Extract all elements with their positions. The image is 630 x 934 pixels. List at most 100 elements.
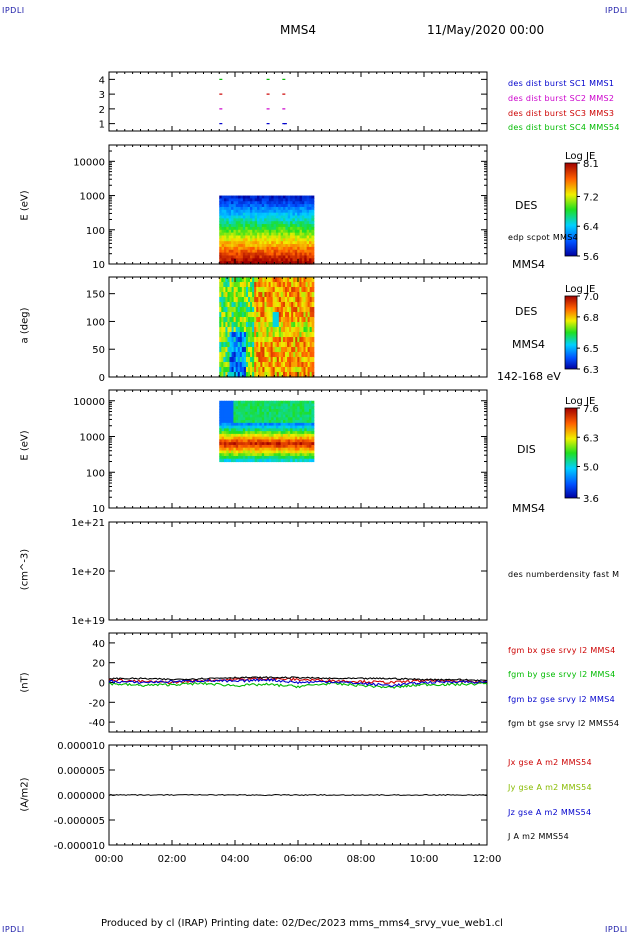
- des-energy-cell: [249, 258, 253, 262]
- dis-energy-cell: [301, 453, 305, 457]
- des-energy-cell: [252, 206, 256, 211]
- des-pitch-cell: [301, 312, 305, 318]
- des-energy-cell: [287, 244, 291, 248]
- des-energy-cell: [231, 241, 235, 245]
- dis-energy-cell: [287, 428, 291, 432]
- des-pitch-cell: [309, 367, 313, 373]
- des-energy-cell: [240, 232, 244, 237]
- dis-energy-cell: [233, 455, 237, 460]
- dis-energy-cell: [235, 417, 239, 421]
- des-energy-cell: [254, 252, 258, 257]
- des-energy-cell: [294, 224, 298, 228]
- des-energy-cell: [299, 261, 303, 265]
- dis-energy-cell: [304, 458, 308, 463]
- des-pitch-cell: [287, 362, 290, 368]
- des-pitch-cell: [272, 327, 276, 333]
- des-energy-cell: [257, 252, 261, 257]
- des-pitch-cell: [282, 337, 286, 343]
- des-energy-cell: [226, 209, 230, 214]
- des-pitch-cell: [291, 282, 294, 288]
- des-energy-cell: [240, 258, 244, 262]
- des-pitch-cell: [219, 332, 222, 338]
- des-pitch-cell: [297, 342, 300, 348]
- dis-energy-cell: [287, 436, 291, 441]
- des-energy-cell: [278, 238, 282, 242]
- dis-energy-cell: [219, 422, 223, 427]
- des-pitch-cell: [229, 332, 233, 338]
- des-energy-cell: [306, 221, 310, 225]
- dis-energy-cell: [223, 455, 227, 460]
- des-energy-cell: [226, 195, 230, 200]
- des-pitch-cell: [258, 292, 261, 298]
- des-energy-cell: [304, 215, 308, 219]
- des-pitch-cell: [260, 347, 263, 353]
- des-energy-cell: [254, 246, 258, 251]
- des-pitch-cell: [225, 287, 229, 293]
- dis-energy-cell: [311, 417, 315, 421]
- des-pitch-cell: [268, 302, 272, 308]
- des-pitch-cell: [270, 352, 274, 358]
- des-pitch-cell: [307, 322, 311, 328]
- des-energy-cell: [221, 215, 225, 219]
- dis-energy-cell: [301, 425, 305, 429]
- des-pitch-cell: [299, 302, 303, 308]
- dis-energy-cell: [226, 450, 230, 454]
- des-energy-cell: [287, 246, 291, 251]
- dis-energy-cell: [233, 433, 237, 438]
- des-pitch-cell: [297, 292, 300, 298]
- des-energy-cell: [223, 249, 227, 254]
- dis-energy-cell: [306, 417, 310, 421]
- dis-energy-cell: [257, 444, 261, 449]
- des-energy-cell: [275, 258, 279, 262]
- dis-energy-cell: [249, 422, 253, 427]
- des-pitch-cell: [252, 337, 255, 343]
- dis-energy-cell: [235, 422, 239, 427]
- des-energy-cell: [280, 255, 284, 259]
- des-pitch-cell: [270, 357, 274, 363]
- des-pitch-cell: [293, 282, 296, 288]
- dis-energy-cell: [301, 428, 305, 432]
- des-energy-cell: [223, 255, 227, 259]
- des-pitch-cell: [248, 287, 251, 293]
- des-pitch-cell: [307, 347, 311, 353]
- dis-energy-cell: [311, 453, 315, 457]
- dis-energy-cell: [223, 450, 227, 454]
- dis-energy-cell: [287, 444, 291, 449]
- dis-energy-cell: [309, 406, 312, 410]
- des-pitch-cell: [278, 337, 282, 343]
- dis-energy-cell: [257, 455, 261, 460]
- des-energy-cell: [285, 258, 289, 262]
- des-energy-cell: [273, 204, 277, 208]
- des-pitch-cell: [258, 307, 261, 313]
- dis-energy-cell: [264, 409, 268, 413]
- dis-energy-cell: [271, 455, 275, 460]
- des-pitch-cell: [260, 302, 263, 308]
- des-pitch-cell: [311, 292, 315, 298]
- dis-energy-cell: [290, 406, 294, 410]
- des-energy-cell: [266, 195, 270, 200]
- dis-energy-cell: [309, 400, 312, 405]
- des-pitch-cell: [233, 282, 237, 288]
- des-energy-cell: [254, 226, 258, 231]
- dis-energy-cell: [280, 422, 284, 427]
- dis-energy-cell: [254, 458, 258, 463]
- des-energy-cell: [278, 201, 282, 205]
- dis-energy-cell: [301, 400, 305, 405]
- des-pitch-cell: [274, 362, 278, 368]
- des-pitch-cell: [284, 292, 288, 298]
- dis-energy-cell: [235, 414, 239, 418]
- dis-energy-cell: [240, 422, 244, 427]
- des-energy-cell: [278, 218, 282, 222]
- des-energy-cell: [292, 244, 296, 248]
- dis-energy-cell: [254, 420, 258, 424]
- dis-energy-cell: [231, 417, 235, 421]
- des-pitch-cell: [245, 367, 249, 373]
- des-pitch-cell: [227, 347, 231, 353]
- des-energy-cell: [233, 212, 237, 217]
- des-pitch-cell: [284, 307, 288, 313]
- dis-energy-cell: [268, 406, 272, 410]
- des-pitch-cell: [241, 287, 245, 293]
- des-energy-cell: [290, 218, 294, 222]
- dis-energy-cell: [304, 406, 308, 410]
- legend-burst-mms3: des dist burst SC3 MMS3: [508, 109, 615, 118]
